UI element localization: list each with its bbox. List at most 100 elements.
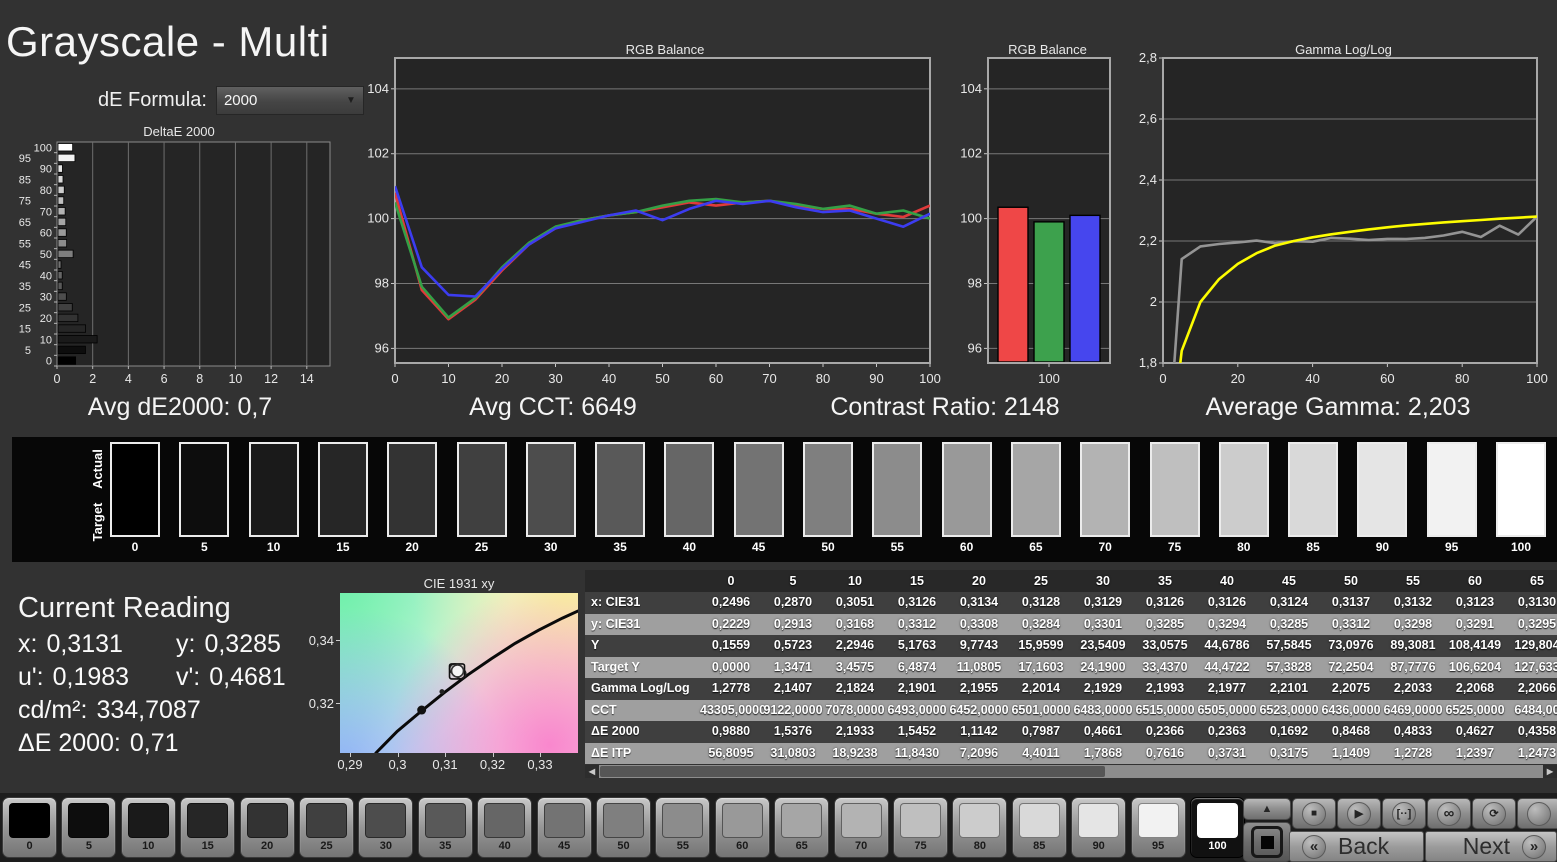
pattern-level-label: 45 (557, 840, 571, 852)
pattern-level-button-90[interactable]: 90 (1071, 797, 1127, 858)
scrollbar-thumb[interactable] (600, 766, 1105, 777)
svg-text:70: 70 (40, 206, 52, 218)
table-cell: 5,1763 (897, 638, 937, 652)
svg-text:50: 50 (655, 371, 669, 386)
pattern-level-button-60[interactable]: 60 (714, 797, 770, 858)
pattern-level-label: 100 (1208, 840, 1227, 852)
next-button[interactable]: Next » (1425, 831, 1557, 862)
pattern-level-button-45[interactable]: 45 (536, 797, 592, 858)
pattern-level-button-50[interactable]: 50 (596, 797, 651, 858)
pattern-level-label: 80 (973, 840, 987, 852)
pattern-level-button-65[interactable]: 65 (774, 797, 830, 858)
svg-text:5: 5 (25, 345, 31, 357)
table-cell: 2,2946 (835, 638, 875, 652)
pattern-level-button-70[interactable]: 70 (833, 797, 889, 858)
play-button[interactable]: ▶ (1337, 798, 1381, 829)
table-cell: 6493,0000 (887, 702, 947, 717)
de-formula-select[interactable]: 2000 ▼ (215, 86, 364, 115)
pattern-level-button-85[interactable]: 85 (1011, 797, 1067, 858)
pattern-window-button[interactable] (1243, 822, 1291, 862)
pattern-level-button-40[interactable]: 40 (477, 797, 533, 858)
table-cell: 129,804 (1514, 638, 1557, 652)
back-button[interactable]: « Back (1289, 831, 1424, 862)
cie-axis-tick-label: 0,31 (432, 757, 458, 772)
svg-text:15: 15 (19, 324, 31, 336)
table-column-header: 10 (848, 574, 862, 588)
svg-text:96: 96 (968, 340, 982, 355)
table-cell: 0,3175 (1269, 745, 1309, 760)
step-button[interactable]: [··] (1382, 798, 1426, 829)
table-cell: 6523,0000 (1259, 702, 1319, 717)
table-row: ΔE ITP 56,8095 31,0803 18,9238 11,8430 7,2096… (585, 742, 1557, 764)
table-cell: 0,9880 (711, 724, 751, 738)
grayscale-swatch-70 (1080, 442, 1131, 537)
pattern-level-button-55[interactable]: 55 (655, 797, 711, 858)
pattern-level-button-95[interactable]: 95 (1130, 797, 1186, 858)
table-scrollbar[interactable]: ◀ ▶ (585, 765, 1557, 778)
pattern-chip (840, 803, 882, 838)
pattern-window-icon (1251, 826, 1283, 858)
collapse-toolbar-button[interactable]: ▲ (1243, 798, 1291, 820)
table-cell: 0,2870 (773, 595, 813, 609)
swatch-level-label: 25 (474, 540, 489, 554)
pattern-level-button-0[interactable]: 0 (2, 797, 57, 858)
pattern-level-button-25[interactable]: 25 (299, 797, 354, 858)
table-cell: 0,3291 (1455, 616, 1495, 631)
cie-axis-tick-label: 0,33 (527, 757, 553, 772)
svg-text:80: 80 (1455, 371, 1469, 386)
table-cell: 2,2014 (1021, 681, 1061, 695)
refresh-button[interactable]: ⟳ (1472, 798, 1516, 829)
pattern-level-button-20[interactable]: 20 (239, 797, 295, 858)
table-cell: 0,3123 (1455, 595, 1495, 609)
reading-u: u': 0,1983 (18, 663, 130, 691)
pattern-level-button-5[interactable]: 5 (61, 797, 117, 858)
pattern-level-button-10[interactable]: 10 (120, 797, 176, 858)
svg-text:102: 102 (960, 146, 982, 161)
pattern-level-button-80[interactable]: 80 (952, 797, 1008, 858)
grayscale-swatch-90 (1357, 442, 1408, 537)
grayscale-swatch-10 (248, 442, 299, 537)
svg-text:45: 45 (19, 260, 31, 272)
table-cell: 0,3312 (1331, 616, 1371, 631)
chevron-right-icon: » (1522, 834, 1546, 859)
table-cell: 43305,0000 (700, 702, 767, 717)
cie-axis-tick (350, 753, 351, 757)
pattern-level-button-15[interactable]: 15 (180, 797, 236, 858)
pattern-chip (127, 803, 169, 838)
table-cell: 44,6786 (1204, 638, 1250, 652)
pattern-level-button-30[interactable]: 30 (358, 797, 414, 858)
reading-v: v': 0,4681 (176, 663, 286, 691)
pattern-level-button-35[interactable]: 35 (417, 797, 473, 858)
table-cell: 33,0575 (1142, 638, 1188, 652)
record-button[interactable] (1517, 798, 1557, 829)
swatch-level-label: 60 (959, 540, 974, 554)
svg-text:10: 10 (40, 334, 52, 346)
grayscale-swatch-80 (1218, 442, 1269, 537)
stop-button[interactable]: ■ (1292, 798, 1336, 829)
cie-axis-tick-label: 0,34 (308, 633, 334, 648)
svg-text:6: 6 (161, 372, 168, 386)
table-cell: 0,1559 (711, 638, 751, 652)
chevron-left-icon: « (1302, 834, 1326, 859)
table-cell: 0,3295 (1517, 616, 1557, 631)
svg-text:100: 100 (1526, 371, 1548, 386)
table-cell: 1,1409 (1331, 745, 1371, 760)
pattern-level-button-100[interactable]: 100 (1190, 797, 1245, 858)
scroll-left-icon[interactable]: ◀ (585, 765, 599, 778)
pattern-chip (306, 803, 347, 838)
table-cell: 57,3828 (1266, 659, 1312, 674)
svg-text:100: 100 (34, 142, 52, 154)
refresh-icon: ⟳ (1482, 801, 1506, 826)
svg-text:40: 40 (602, 371, 616, 386)
table-cell: 0,3168 (835, 616, 875, 631)
loop-button[interactable]: ∞ (1427, 798, 1471, 829)
table-cell: 1,1142 (960, 724, 998, 738)
svg-text:90: 90 (869, 371, 883, 386)
table-row: Target Y 0,0000 1,3471 3,4575 6,4874 11,0805 1… (585, 656, 1557, 678)
pattern-chip (1018, 803, 1060, 838)
scroll-right-icon[interactable]: ▶ (1543, 765, 1557, 778)
pattern-chip (603, 803, 644, 838)
de-formula-value: 2000 (223, 92, 258, 109)
pattern-level-button-75[interactable]: 75 (893, 797, 948, 858)
cie-axis-tick-label: 0,32 (308, 696, 334, 711)
